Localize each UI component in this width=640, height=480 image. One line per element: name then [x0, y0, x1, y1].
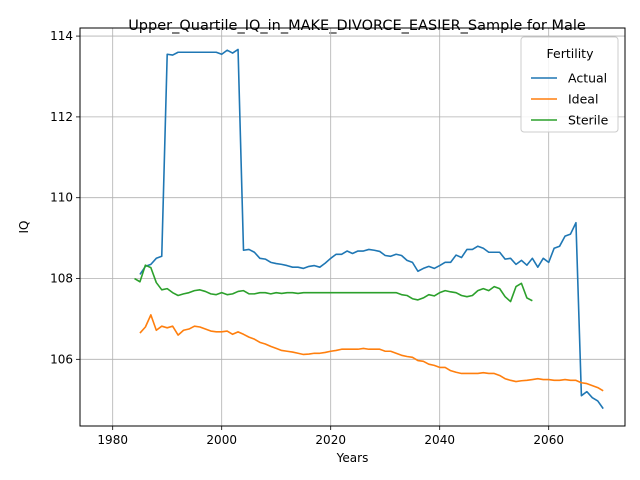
series-line-sterile	[134, 264, 533, 303]
series-line-ideal	[139, 314, 604, 392]
y-tick-label: 112	[50, 110, 73, 124]
series-layer	[134, 48, 604, 410]
series-line-actual	[139, 48, 604, 410]
y-axis-ticks: 106 108 110 112 114	[50, 29, 80, 366]
chart-title: Upper_Quartile_IQ_in_MAKE_DIVORCE_EASIER…	[128, 18, 586, 34]
x-tick-label: 2000	[206, 433, 237, 447]
legend-box	[520, 36, 619, 133]
y-tick-label: 114	[50, 29, 73, 43]
legend: Fertility Actual Ideal Sterile	[520, 36, 619, 133]
legend-entries: Actual Ideal Sterile	[531, 71, 609, 128]
plot-frame	[79, 27, 626, 427]
y-tick-label: 108	[50, 272, 73, 286]
y-tick-label: 110	[50, 191, 73, 205]
x-tick-label: 2040	[424, 433, 455, 447]
x-tick-label: 2060	[533, 433, 564, 447]
legend-title: Fertility	[547, 46, 595, 61]
y-tick-label: 106	[50, 352, 73, 366]
legend-label-sterile: Sterile	[568, 113, 609, 128]
x-axis-ticks: 1980 2000 2020 2040 2060	[97, 426, 564, 447]
y-axis-label: IQ	[17, 221, 31, 234]
x-tick-label: 1980	[97, 433, 128, 447]
x-axis-label: Years	[336, 451, 369, 465]
x-tick-label: 2020	[315, 433, 346, 447]
legend-label-actual: Actual	[568, 71, 607, 86]
legend-label-ideal: Ideal	[568, 92, 598, 107]
